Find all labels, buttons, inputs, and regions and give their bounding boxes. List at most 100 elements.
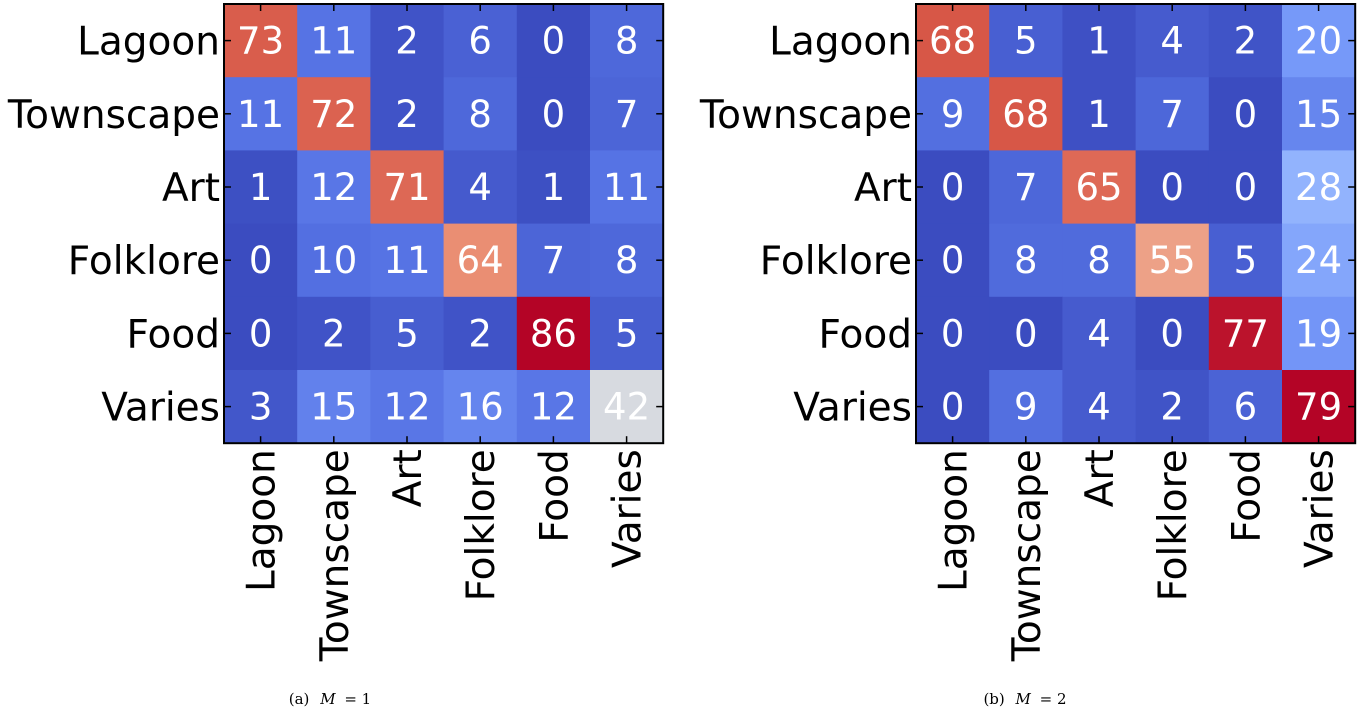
cell-r3-c0	[916, 223, 990, 298]
cell-value-r5-c1: 9	[1014, 386, 1038, 429]
cell-r0-c1	[989, 4, 1063, 78]
cell-value-r5-c1: 15	[310, 386, 357, 429]
x-tick-label-5: Varies	[606, 449, 651, 568]
cell-r0-c2	[1062, 4, 1137, 78]
cell-value-r5-c3: 16	[457, 386, 504, 429]
x-tick-label-1: Townscape	[1005, 449, 1050, 662]
cell-value-r5-c0: 3	[249, 386, 273, 429]
cell-r3-c1	[989, 223, 1063, 298]
cell-value-r4-c2: 5	[395, 312, 419, 355]
cell-r1-c5	[1282, 77, 1356, 151]
cell-value-r3-c1: 8	[1014, 239, 1038, 282]
cell-r0-c3	[1135, 4, 1210, 78]
plot-frame	[915, 3, 1357, 445]
cell-r5-c1	[297, 370, 371, 444]
cell-value-r4-c1: 2	[322, 312, 346, 355]
cell-r5-c4	[516, 370, 591, 444]
cell-r0-c0	[916, 4, 990, 78]
cell-r4-c5	[590, 296, 664, 371]
cell-r1-c1	[989, 77, 1063, 151]
cell-value-r3-c3: 55	[1149, 239, 1196, 282]
cell-value-r1-c1: 72	[310, 93, 357, 136]
x-tick-label-3: Folklore	[1151, 449, 1196, 601]
cell-value-r5-c4: 6	[1234, 386, 1258, 429]
cell-r3-c4	[1208, 223, 1283, 298]
cell-r0-c0	[224, 4, 298, 78]
cell-r2-c0	[916, 150, 990, 225]
cell-r5-c2	[370, 370, 445, 444]
cell-r2-c5	[590, 150, 664, 225]
y-tick-label-0: Lagoon	[769, 20, 912, 65]
cell-r4-c4	[1208, 296, 1283, 371]
cell-value-r3-c4: 5	[1234, 239, 1258, 282]
cell-value-r2-c4: 0	[1234, 166, 1258, 209]
cell-r0-c4	[1208, 4, 1283, 78]
cell-r3-c3	[1135, 223, 1210, 298]
cell-r0-c3	[443, 4, 518, 78]
cell-r1-c4	[516, 77, 591, 151]
y-tick-label-2: Art	[854, 166, 912, 211]
cell-value-r4-c5: 5	[615, 312, 639, 355]
cell-value-r4-c0: 0	[249, 312, 273, 355]
cell-r0-c5	[1282, 4, 1356, 78]
cell-r0-c4	[516, 4, 591, 78]
cell-value-r5-c0: 0	[941, 386, 965, 429]
cell-value-r4-c0: 0	[941, 312, 965, 355]
cell-value-r2-c5: 11	[603, 166, 650, 209]
cell-r3-c5	[1282, 223, 1356, 298]
cell-value-r2-c2: 65	[1075, 166, 1122, 209]
cell-r1-c3	[443, 77, 518, 151]
cell-r1-c1	[297, 77, 371, 151]
cell-value-r0-c2: 2	[395, 20, 419, 63]
x-tick-label-0: Lagoon	[240, 449, 285, 592]
y-tick-label-0: Lagoon	[77, 20, 220, 65]
y-tick-label-4: Food	[818, 312, 912, 357]
cell-r3-c5	[590, 223, 664, 298]
cell-value-r3-c5: 8	[615, 239, 639, 282]
cell-r2-c3	[443, 150, 518, 225]
cell-value-r0-c5: 20	[1295, 20, 1342, 63]
cell-value-r1-c4: 0	[1234, 93, 1258, 136]
caption-a: (a) M = 1	[289, 690, 371, 708]
cell-value-r3-c2: 8	[1087, 239, 1111, 282]
cell-value-r5-c4: 12	[530, 386, 577, 429]
cell-value-r1-c2: 1	[1087, 93, 1111, 136]
cell-value-r1-c5: 7	[615, 93, 639, 136]
y-tick-label-3: Folklore	[760, 239, 912, 284]
cell-r3-c2	[370, 223, 445, 298]
cell-r5-c0	[916, 370, 990, 444]
cell-r4-c1	[989, 296, 1063, 371]
cell-value-r1-c4: 0	[542, 93, 566, 136]
y-tick-label-4: Food	[126, 312, 220, 357]
cell-r4-c5	[1282, 296, 1356, 371]
cell-r5-c5	[1282, 370, 1356, 444]
cell-r5-c0	[224, 370, 298, 444]
cell-value-r1-c3: 7	[1160, 93, 1184, 136]
cell-value-r4-c3: 2	[468, 312, 492, 355]
cell-value-r3-c0: 0	[249, 239, 273, 282]
cell-r5-c3	[443, 370, 518, 444]
cell-value-r2-c2: 71	[383, 166, 430, 209]
cell-r2-c0	[224, 150, 298, 225]
cell-value-r0-c1: 5	[1014, 20, 1038, 63]
cell-r2-c3	[1135, 150, 1210, 225]
cell-value-r0-c3: 6	[468, 20, 492, 63]
cell-value-r1-c5: 15	[1295, 93, 1342, 136]
cell-value-r2-c5: 28	[1295, 166, 1342, 209]
cell-r1-c2	[1062, 77, 1137, 151]
x-tick-label-4: Food	[532, 449, 577, 543]
y-tick-label-1: Townscape	[699, 93, 912, 138]
cell-r0-c5	[590, 4, 664, 78]
cell-r2-c2	[1062, 150, 1137, 225]
x-tick-label-0: Lagoon	[932, 449, 977, 592]
cell-value-r0-c0: 73	[237, 20, 284, 63]
cell-r4-c1	[297, 296, 371, 371]
cell-value-r2-c3: 4	[468, 166, 492, 209]
y-tick-label-3: Folklore	[68, 239, 220, 284]
cell-value-r0-c4: 0	[542, 20, 566, 63]
cell-value-r1-c1: 68	[1002, 93, 1049, 136]
cell-value-r1-c3: 8	[468, 93, 492, 136]
cell-value-r4-c4: 77	[1222, 312, 1269, 355]
cell-value-r3-c3: 64	[457, 239, 504, 282]
cell-value-r4-c3: 0	[1160, 312, 1184, 355]
